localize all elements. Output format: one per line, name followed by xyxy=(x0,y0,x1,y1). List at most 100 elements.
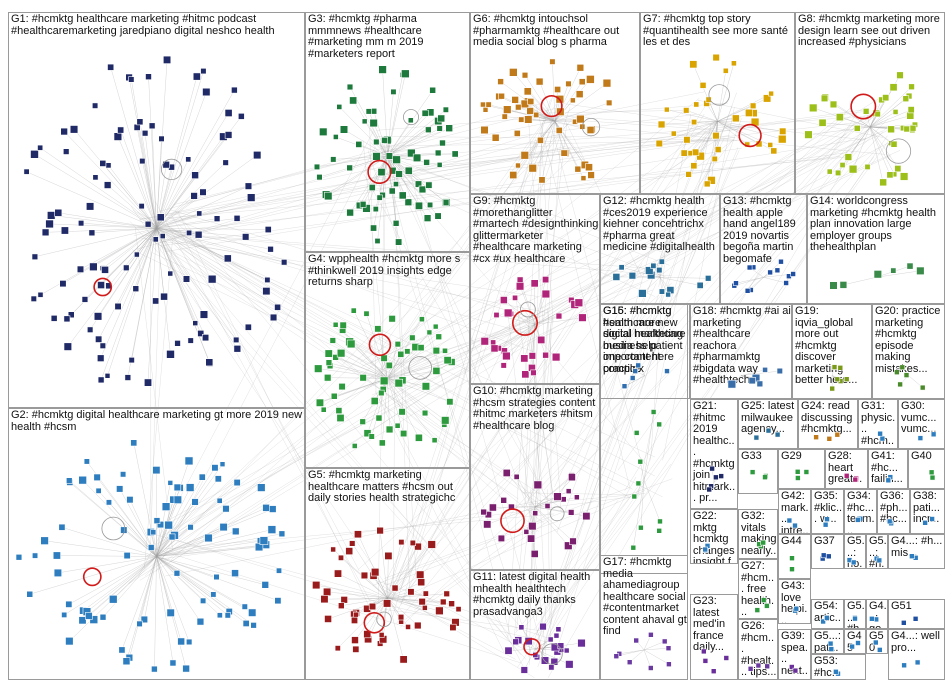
node-g3 xyxy=(421,109,429,117)
edge xyxy=(98,228,157,340)
node-g4 xyxy=(363,429,372,438)
node-g2 xyxy=(140,615,148,624)
edge xyxy=(174,210,546,658)
node-g51 xyxy=(900,619,907,626)
edge xyxy=(156,556,201,622)
node-g2 xyxy=(233,478,241,487)
node-g13 xyxy=(744,287,751,294)
edge xyxy=(547,489,551,639)
edge xyxy=(401,101,559,605)
node-g4 xyxy=(414,433,423,442)
group-panel-g1: G1: #hcmktg healthcare marketing #hitmc … xyxy=(8,12,305,408)
node-g8 xyxy=(839,162,846,168)
edge xyxy=(540,132,554,322)
edge xyxy=(516,316,553,631)
edge xyxy=(150,147,583,556)
node-g10 xyxy=(533,480,543,490)
node-g3 xyxy=(437,114,446,123)
node-g7 xyxy=(712,53,720,62)
group-label-g30: G30: vumc... vumc... xyxy=(901,400,940,435)
node-g12 xyxy=(638,289,647,298)
node-g18 xyxy=(727,379,737,389)
node-g1 xyxy=(274,303,281,311)
edge xyxy=(97,228,157,317)
edge xyxy=(400,107,571,590)
node-g43 xyxy=(793,605,800,612)
node-g6 xyxy=(576,114,585,124)
edge xyxy=(843,277,877,286)
edge xyxy=(368,111,388,157)
node-g1 xyxy=(117,126,125,134)
group-panel-g23: G23: latest med'in france daily... xyxy=(690,594,738,680)
edge xyxy=(541,121,556,180)
node-g1 xyxy=(231,86,238,94)
node-g1 xyxy=(134,251,140,258)
edge xyxy=(61,527,157,557)
node-g3 xyxy=(378,65,387,74)
edge xyxy=(717,105,754,122)
node-g9 xyxy=(503,308,513,318)
group-panel-g11: G11: latest digital health mhealth healt… xyxy=(470,570,600,680)
node-g2 xyxy=(214,475,222,483)
node-g27 xyxy=(754,607,761,613)
node-g5 xyxy=(352,645,360,653)
edge xyxy=(624,113,857,492)
node-g17 xyxy=(661,638,668,645)
node-g6 xyxy=(520,151,530,160)
node-g1 xyxy=(145,73,152,80)
edge xyxy=(156,112,229,229)
node-g3 xyxy=(412,153,422,162)
node-g10 xyxy=(513,473,520,480)
node-g2 xyxy=(65,636,74,646)
node-g2 xyxy=(130,439,138,447)
node-g4 xyxy=(378,389,385,397)
edge xyxy=(637,124,712,496)
node-g4 xyxy=(375,414,383,422)
node-g1 xyxy=(224,131,233,139)
node-g6 xyxy=(555,127,563,134)
node-g3 xyxy=(365,108,372,115)
edge xyxy=(156,228,206,338)
node-g1 xyxy=(159,233,166,239)
edge xyxy=(533,113,702,127)
node-g1 xyxy=(31,253,39,260)
node-g20 xyxy=(903,372,910,378)
edge xyxy=(156,228,269,230)
group-label-g2: G2: #hcmktg digital healthcare marketing… xyxy=(11,409,305,433)
edge xyxy=(156,524,161,557)
node-g2 xyxy=(248,608,257,617)
node-g2 xyxy=(147,544,155,551)
node-g11 xyxy=(524,637,533,646)
node-g16 xyxy=(621,383,628,390)
node-g8 xyxy=(907,106,915,114)
edge xyxy=(108,228,157,287)
node-g8 xyxy=(844,153,853,161)
node-g5 xyxy=(384,551,393,560)
edge xyxy=(369,127,377,395)
node-g10 xyxy=(553,492,562,501)
edge xyxy=(366,313,388,379)
edge xyxy=(156,186,249,229)
node-g2 xyxy=(66,477,73,484)
node-g3 xyxy=(372,152,381,161)
edge xyxy=(156,482,171,557)
node-g8 xyxy=(882,94,890,102)
node-g5 xyxy=(422,590,429,597)
node-g1 xyxy=(123,264,130,271)
self-loop xyxy=(540,94,563,118)
node-g2 xyxy=(185,483,195,492)
node-g3 xyxy=(392,220,400,227)
node-g12 xyxy=(658,258,665,265)
node-g2 xyxy=(120,471,127,478)
node-g53 xyxy=(833,668,839,675)
node-g17 xyxy=(647,665,654,671)
edge xyxy=(643,411,654,481)
node-g7 xyxy=(707,176,716,185)
node-g2 xyxy=(231,569,239,577)
edge xyxy=(384,487,630,579)
edge xyxy=(110,67,157,229)
edge xyxy=(362,139,386,367)
edge xyxy=(700,121,718,157)
node-g1 xyxy=(63,315,71,323)
edge xyxy=(673,121,718,134)
